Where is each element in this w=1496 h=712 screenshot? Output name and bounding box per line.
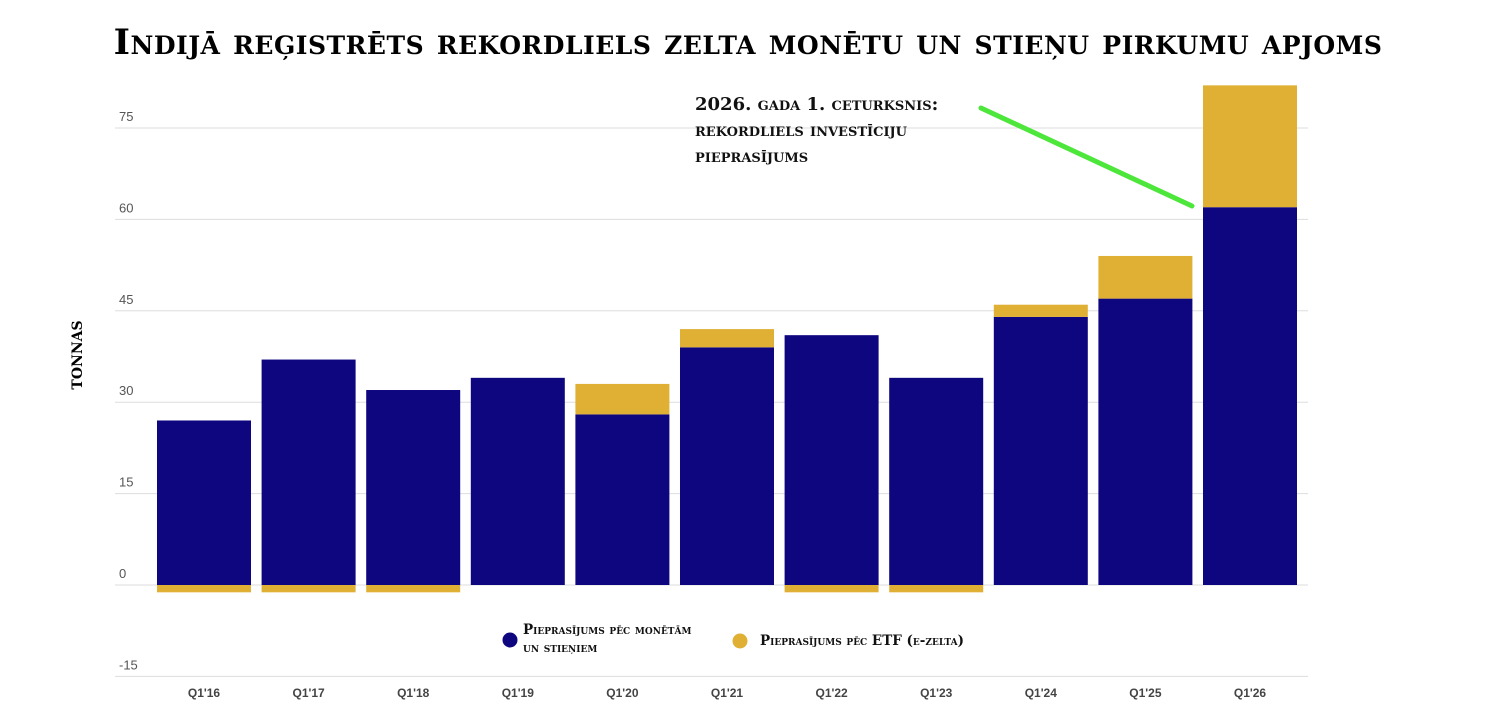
bar-etf	[680, 329, 774, 348]
annotation-arrow	[978, 105, 1195, 209]
x-tick-label: Q1'26	[1234, 686, 1267, 700]
bar-etf-negative	[157, 585, 251, 593]
legend-label-etf: Pieprasījums pēc ETF (e-zelta)	[760, 633, 964, 649]
legend-label-coins-bars-1: Pieprasījums pēc monētām	[523, 622, 691, 638]
bar-etf	[1098, 255, 1193, 299]
y-tick-label: 45	[119, 292, 133, 307]
bar-etf-negative	[366, 585, 461, 593]
y-tick-label: 60	[119, 200, 133, 215]
legend: Pieprasījums pēc monētām un stieņiem Pie…	[502, 622, 964, 656]
bar-coins-bars	[1098, 298, 1193, 585]
x-tick-label: Q1'24	[1025, 686, 1058, 700]
bar-coins-bars	[889, 377, 984, 585]
legend-marker-coins-bars	[502, 632, 518, 648]
bar-etf	[1203, 85, 1297, 208]
bar-coins-bars	[470, 377, 565, 585]
x-tick-label: Q1'21	[711, 686, 744, 700]
annotation-line-1: 2026. gada 1. ceturksnis:	[695, 94, 938, 115]
bar-etf-negative	[784, 585, 879, 593]
bar-coins-bars	[680, 347, 774, 585]
y-tick-label: 30	[119, 383, 133, 398]
bar-etf-negative	[261, 585, 356, 593]
annotation-line-3: pieprasījums	[695, 146, 808, 167]
bar-coins-bars	[1203, 207, 1297, 586]
bar-etf-negative	[889, 585, 984, 593]
x-tick-label: Q1'19	[502, 686, 535, 700]
bar-coins-bars	[993, 316, 1088, 585]
x-tick-label: Q1'16	[188, 686, 221, 700]
x-tick-label: Q1'23	[920, 686, 953, 700]
bar-coins-bars	[261, 359, 356, 585]
bar-coins-bars	[366, 390, 461, 585]
bar-coins-bars	[157, 420, 251, 585]
bars	[157, 85, 1297, 593]
bar-coins-bars	[575, 414, 670, 585]
x-tick-labels: Q1'16 Q1'17 Q1'18 Q1'19 Q1'20 Q1'21 Q1'22 Q1'23…	[188, 686, 1267, 700]
bar-etf	[575, 383, 670, 415]
chart-title: Indijā reģistrēts rekordliels zelta monē…	[113, 22, 1383, 63]
annotation-line-2: rekordliels investīciju	[695, 120, 908, 141]
y-tick-labels: 75 60 45 30 15 0 -15	[119, 109, 138, 672]
bar-etf	[993, 304, 1088, 317]
bar-coins-bars	[784, 335, 879, 585]
y-tick-label: 0	[119, 566, 126, 581]
x-tick-label: Q1'20	[606, 686, 639, 700]
x-tick-label: Q1'17	[292, 686, 325, 700]
legend-marker-etf	[732, 633, 748, 649]
y-tick-label: 75	[119, 109, 133, 124]
x-tick-label: Q1'18	[397, 686, 430, 700]
x-tick-label: Q1'22	[815, 686, 848, 700]
y-tick-label: 15	[119, 475, 133, 490]
y-axis-label: tonnas	[63, 320, 87, 389]
annotation: 2026. gada 1. ceturksnis: rekordliels in…	[695, 94, 1195, 209]
y-tick-label: -15	[119, 657, 138, 672]
legend-label-coins-bars-2: un stieņiem	[523, 640, 597, 656]
x-tick-label: Q1'25	[1129, 686, 1162, 700]
